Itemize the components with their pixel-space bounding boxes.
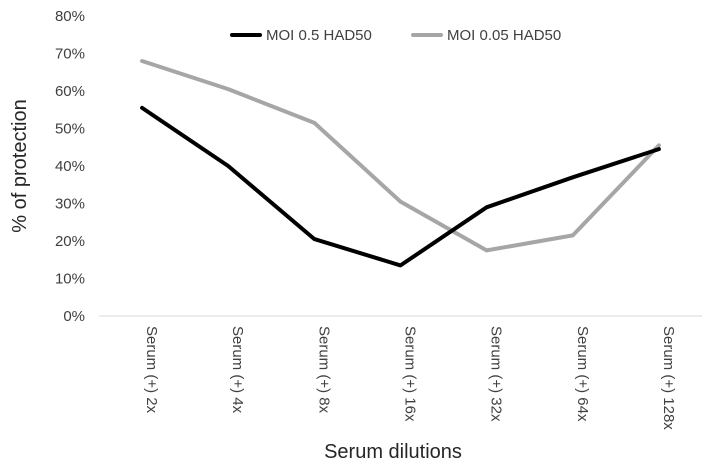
- x-tick-label: Serum (+) 64x: [574, 326, 591, 422]
- y-tick-label: 70%: [55, 46, 85, 63]
- x-tick-label: Serum (+) 128x: [660, 326, 677, 430]
- series-lines: [140, 59, 661, 268]
- y-tick-label: 10%: [55, 271, 85, 288]
- x-tick-label: Serum (+) 32x: [488, 326, 505, 422]
- legend-label-1: MOI 0.05 HAD50: [447, 27, 561, 44]
- y-tick-label: 60%: [55, 83, 85, 100]
- x-tick-label: Serum (+) 2x: [143, 326, 160, 414]
- x-tick-label: Serum (+) 4x: [229, 326, 246, 414]
- x-tick-label: Serum (+) 16x: [402, 326, 419, 422]
- legend-label-0: MOI 0.5 HAD50: [266, 27, 372, 44]
- y-axis-title: % of protection: [9, 99, 31, 232]
- y-tick-label: 40%: [55, 158, 85, 175]
- x-tick-label: Serum (+) 8x: [315, 326, 332, 414]
- y-tick-label: 20%: [55, 233, 85, 250]
- series-line-0: [140, 105, 661, 268]
- y-tick-label: 0%: [63, 308, 85, 325]
- y-axis: 0% 10% 20% 30% 40% 50% 60% 70% 80%: [55, 8, 85, 325]
- x-axis: Serum (+) 2x Serum (+) 4x Serum (+) 8x Seru…: [99, 315, 702, 430]
- y-tick-label: 30%: [55, 196, 85, 213]
- y-tick-label: 50%: [55, 121, 85, 138]
- x-axis-title: Serum dilutions: [324, 441, 462, 463]
- y-tick-label: 80%: [55, 8, 85, 25]
- series-line-1: [140, 59, 661, 253]
- legend: MOI 0.5 HAD50 MOI 0.05 HAD50: [230, 27, 561, 44]
